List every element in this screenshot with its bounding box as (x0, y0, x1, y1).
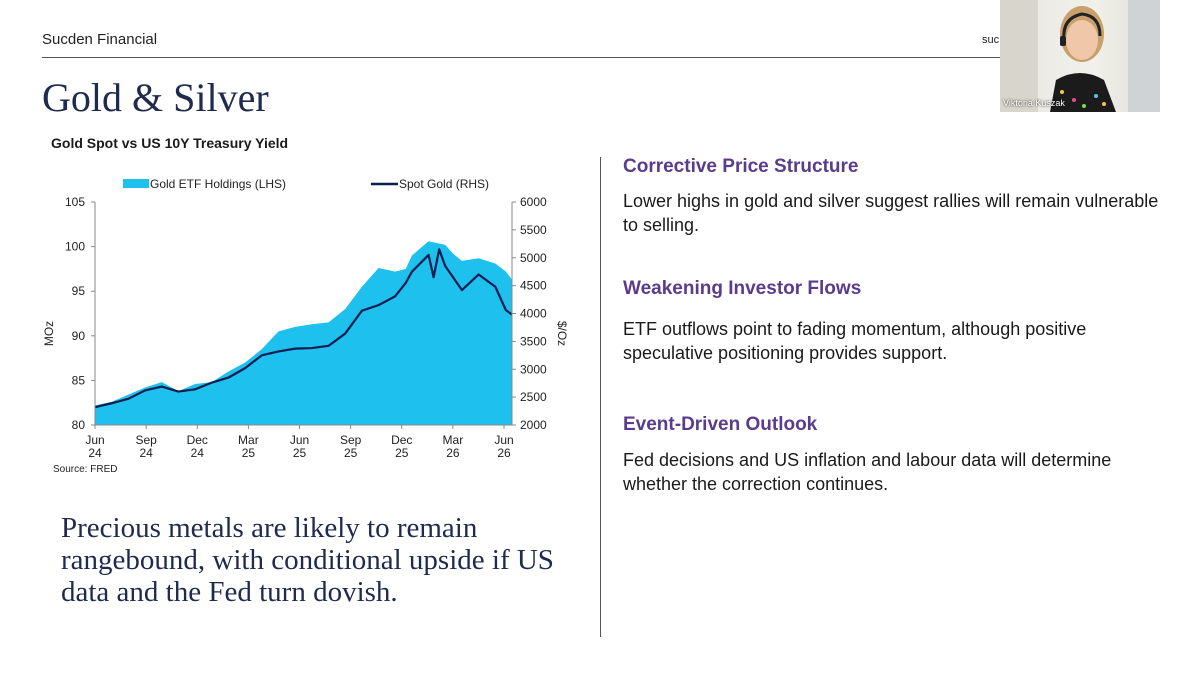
y-right-tick-label: 2000 (520, 418, 547, 432)
conclusion-text: Precious metals are likely to remain ran… (61, 512, 554, 608)
x-tick-label: Dec (187, 433, 208, 447)
presenter-name: Viktoria Kuszak (1003, 98, 1065, 108)
legend-etf-label: Gold ETF Holdings (LHS) (150, 177, 286, 191)
brand-label-right: suc (982, 34, 1000, 46)
y-right-tick-label: 6000 (520, 195, 547, 209)
x-tick-label: Mar (238, 433, 259, 447)
x-tick-label: 24 (191, 446, 205, 460)
x-tick-label: Jun (290, 433, 309, 447)
point-body-outlook: Fed decisions and US inflation and labou… (623, 450, 1112, 494)
x-tick-label: 25 (395, 446, 409, 460)
point-body-flows: ETF outflows point to fading momentum, a… (623, 319, 1087, 363)
y-left-tick-label: 85 (72, 373, 86, 387)
legend-etf-swatch (123, 179, 149, 188)
point-heading-outlook: Event-Driven Outlook (623, 414, 818, 435)
x-tick-label: Sep (340, 433, 362, 447)
header-rule (42, 57, 1002, 58)
x-tick-label: Sep (135, 433, 157, 447)
y-right-tick-label: 4000 (520, 307, 547, 321)
chart-source: Source: FRED (53, 464, 117, 475)
y-right-tick-label: 3500 (520, 334, 547, 348)
y-left-tick-label: 80 (72, 418, 86, 432)
point-heading-corrective: Corrective Price Structure (623, 156, 859, 177)
brand-label: Sucden Financial (42, 31, 158, 48)
x-tick-label: 25 (344, 446, 358, 460)
slide-title: Gold & Silver (42, 75, 269, 120)
point-heading-flows: Weakening Investor Flows (623, 278, 862, 299)
presenter-avatar-icon (1000, 0, 1160, 112)
y-right-tick-label: 3000 (520, 362, 547, 376)
etf-holdings-area (95, 241, 512, 425)
y-right-tick-label: 5500 (520, 223, 547, 237)
x-tick-label: 25 (242, 446, 256, 460)
chart-title: Gold Spot vs US 10Y Treasury Yield (51, 135, 289, 151)
column-divider (600, 157, 601, 637)
x-tick-label: 26 (446, 446, 460, 460)
y-right-axis-label: $/Oz (555, 321, 569, 346)
x-tick-label: Jun (85, 433, 104, 447)
gold-chart: 80 85 90 95 100 105 2000 2500 3000 3500 4000 4500 50… (42, 177, 569, 475)
y-right-tick-label: 4500 (520, 279, 547, 293)
y-left-axis-label: MOz (42, 321, 56, 346)
spot-gold-line (94, 248, 513, 409)
webcam-feed: Viktoria Kuszak (1000, 0, 1160, 112)
y-right-tick-label: 5000 (520, 251, 547, 265)
x-tick-label: Mar (443, 433, 464, 447)
y-left-tick-label: 90 (72, 329, 86, 343)
y-right-tick-label: 2500 (520, 390, 547, 404)
x-tick-label: 26 (497, 446, 511, 460)
x-tick-label: 25 (293, 446, 307, 460)
x-tick-label: Jun (494, 433, 513, 447)
y-left-tick-label: 105 (65, 195, 85, 209)
x-tick-label: 24 (139, 446, 153, 460)
legend-spot-label: Spot Gold (RHS) (399, 177, 489, 191)
y-left-tick-label: 100 (65, 240, 85, 254)
y-left-tick-label: 95 (72, 284, 86, 298)
point-body-corrective: Lower highs in gold and silver suggest r… (623, 191, 1159, 235)
x-tick-label: 24 (88, 446, 102, 460)
x-tick-label: Dec (391, 433, 412, 447)
